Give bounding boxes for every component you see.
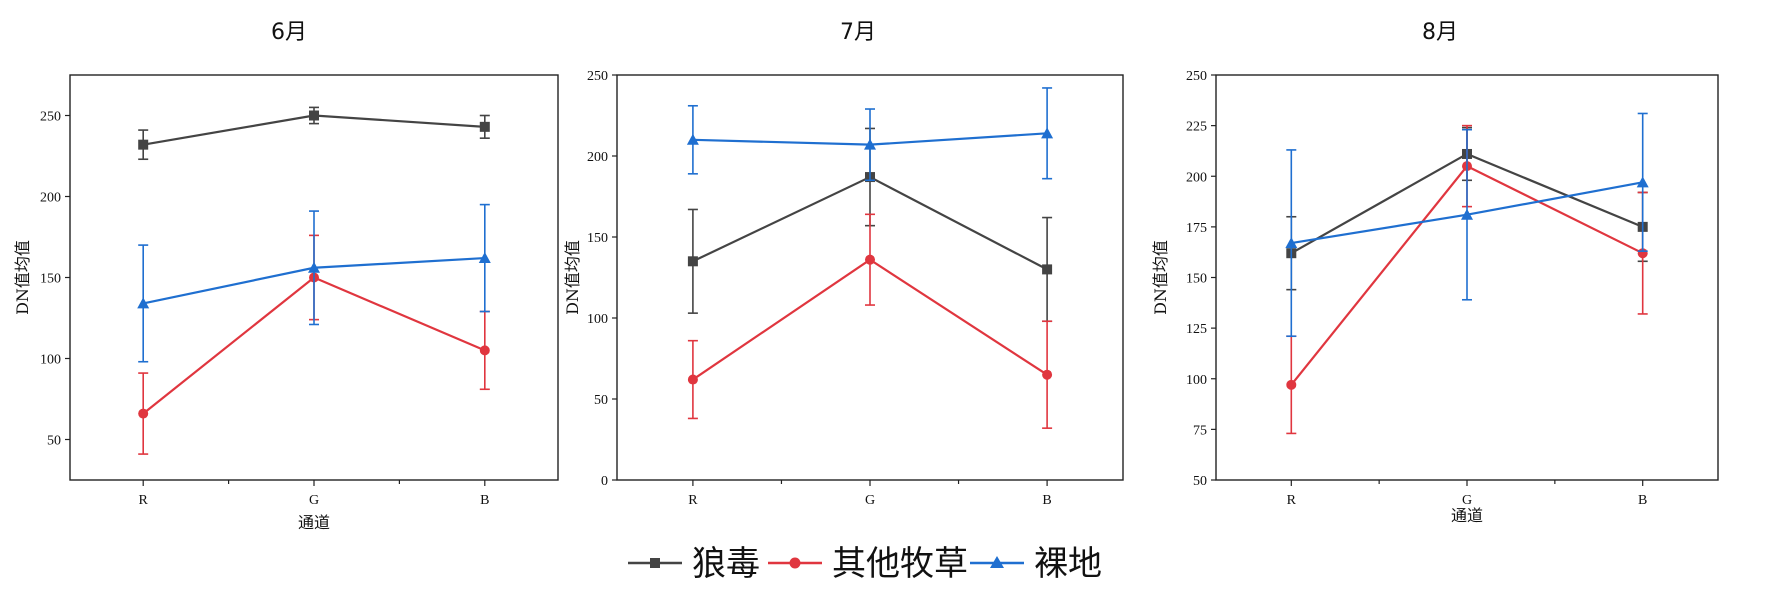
y-tick-label: 250 bbox=[1186, 69, 1207, 84]
y-axis-label: DN值均值 bbox=[563, 240, 582, 315]
data-point-circle bbox=[1042, 369, 1053, 380]
data-point-square bbox=[687, 256, 698, 267]
y-tick-label: 250 bbox=[587, 69, 608, 84]
x-tick-label: G bbox=[865, 493, 875, 508]
y-tick-label: 75 bbox=[1193, 423, 1207, 438]
x-axis-label: 通道 bbox=[298, 513, 330, 532]
y-tick-label: 125 bbox=[1186, 322, 1207, 337]
data-point-triangle bbox=[1636, 176, 1649, 188]
legend-item-3: 裸地 bbox=[970, 544, 1102, 584]
x-tick-label: B bbox=[480, 493, 489, 508]
chart-title: 8月 bbox=[1422, 20, 1458, 45]
data-point-square bbox=[479, 121, 490, 132]
data-point-triangle bbox=[1285, 237, 1298, 249]
y-tick-label: 100 bbox=[1186, 373, 1207, 388]
data-point-circle bbox=[865, 254, 875, 265]
y-tick-label: 150 bbox=[587, 231, 608, 246]
data-point-square bbox=[138, 139, 149, 150]
x-axis-label: 通道 bbox=[1451, 506, 1483, 525]
data-point-triangle bbox=[1041, 127, 1054, 139]
data-point-circle bbox=[687, 374, 698, 385]
y-tick-label: 150 bbox=[1186, 272, 1207, 287]
x-tick-label: B bbox=[1638, 493, 1647, 508]
legend-item-2: 其他牧草 bbox=[768, 544, 968, 584]
x-tick-label: B bbox=[1042, 493, 1051, 508]
y-axis-label: DN值均值 bbox=[1151, 240, 1170, 315]
legend-label: 裸地 bbox=[1034, 544, 1102, 584]
x-tick-label: G bbox=[309, 493, 319, 508]
chart-title: 6月 bbox=[271, 20, 307, 45]
legend-marker-triangle bbox=[990, 556, 1004, 568]
legend: 狼毒 其他牧草 裸地 bbox=[628, 544, 1102, 584]
y-tick-label: 0 bbox=[601, 474, 608, 489]
y-tick-label: 250 bbox=[40, 110, 61, 125]
series-3 bbox=[1285, 112, 1649, 338]
data-point-circle bbox=[1286, 379, 1297, 390]
legend-marker-circle bbox=[789, 557, 801, 569]
chart-panel-3: 8月 50 75 100 125 150 175 200 225 250 R G B 通道 DN值均值 bbox=[1151, 20, 1719, 525]
y-tick-label: 225 bbox=[1186, 120, 1207, 135]
data-point-triangle bbox=[1461, 208, 1473, 220]
data-point-square bbox=[1042, 264, 1053, 275]
series-3 bbox=[686, 87, 1054, 182]
x-tick-label: R bbox=[139, 493, 149, 508]
data-point-circle bbox=[138, 408, 149, 419]
y-tick-label: 50 bbox=[594, 393, 608, 408]
data-point-triangle bbox=[686, 133, 699, 145]
series-3 bbox=[137, 203, 491, 363]
chart-panel-1: 6月 50 100 150 200 250 R G B 通道 DN值均值 bbox=[13, 20, 559, 532]
series-2 bbox=[687, 213, 1053, 429]
y-tick-label: 200 bbox=[40, 191, 61, 206]
y-tick-label: 200 bbox=[1186, 170, 1207, 185]
legend-marker-square bbox=[650, 558, 660, 568]
series-1 bbox=[138, 106, 490, 161]
x-tick-label: R bbox=[688, 493, 698, 508]
legend-label: 狼毒 bbox=[692, 544, 760, 584]
legend-item-1: 狼毒 bbox=[628, 544, 760, 584]
data-point-circle bbox=[479, 345, 490, 356]
y-axis-label: DN值均值 bbox=[13, 240, 32, 315]
y-tick-label: 200 bbox=[587, 150, 608, 165]
x-tick-label: R bbox=[1287, 493, 1297, 508]
x-tick-label: G bbox=[1462, 493, 1472, 508]
chart-panel-2: 7月 0 50 100 150 200 250 R G B DN值均值 bbox=[563, 20, 1124, 508]
data-point-triangle bbox=[864, 138, 876, 150]
y-tick-label: 175 bbox=[1186, 221, 1207, 236]
data-point-square bbox=[309, 110, 319, 121]
data-point-triangle bbox=[137, 297, 150, 309]
y-tick-label: 50 bbox=[1193, 474, 1207, 489]
y-tick-label: 50 bbox=[47, 434, 61, 449]
y-tick-label: 150 bbox=[40, 272, 61, 287]
y-tick-label: 100 bbox=[587, 312, 608, 327]
chart-title: 7月 bbox=[840, 20, 876, 45]
legend-label: 其他牧草 bbox=[832, 544, 968, 584]
data-point-triangle bbox=[308, 261, 320, 273]
data-point-triangle bbox=[478, 252, 491, 264]
y-tick-label: 100 bbox=[40, 353, 61, 368]
